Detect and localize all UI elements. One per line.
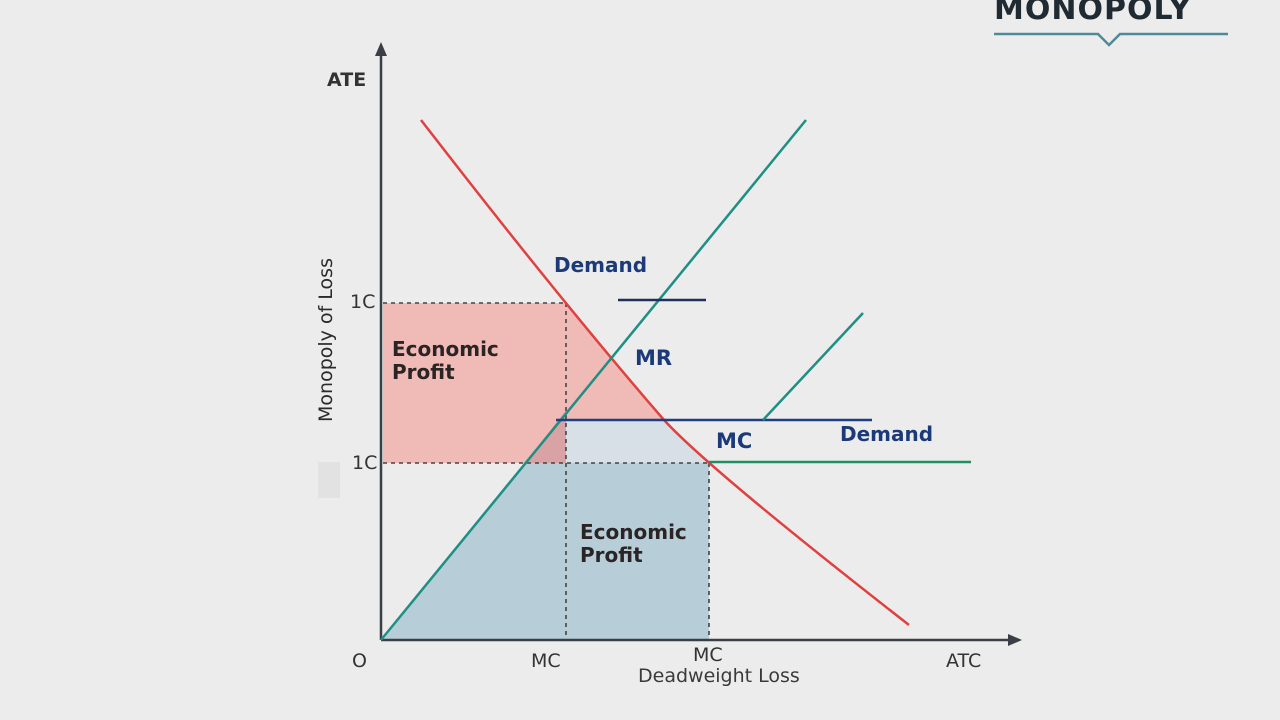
economic-profit-region-top: [383, 303, 664, 463]
x-right-label: ATC: [946, 650, 982, 672]
mc-short-segment: [762, 312, 864, 421]
demand-label-right: Demand: [840, 422, 934, 446]
legend-placeholder-box: [318, 462, 340, 498]
x-axis-title: Deadweight Loss: [638, 665, 800, 687]
x-tick-left: MC: [531, 650, 561, 672]
y-top-label: ATE: [327, 69, 367, 91]
x-tick-right: MC: [693, 644, 723, 666]
x-axis: [381, 634, 1022, 646]
title-underline: [994, 32, 1228, 47]
y-axis-title: Monopoly of Loss: [315, 258, 337, 422]
price-band-region: [566, 420, 709, 463]
economic-profit-label-bottom: Economic Profit: [580, 521, 687, 567]
economic-profit-label-bottom-line2: Profit: [580, 543, 643, 567]
demand-label-top: Demand: [554, 253, 648, 277]
economic-profit-label-bottom-line1: Economic: [580, 520, 687, 544]
dotted-guides: [383, 302, 710, 640]
economic-profit-region-bottom: [383, 463, 709, 640]
economic-profit-label-top-line2: Profit: [392, 360, 455, 384]
mr-label: MR: [635, 346, 673, 370]
mc-curve: [380, 119, 807, 641]
chart-title: MONOPOLY: [994, 0, 1192, 27]
y-tick-upper: 1C: [350, 291, 376, 313]
chart-title-block: MONOPOLY: [994, 0, 1230, 48]
y-axis: [375, 42, 387, 640]
economic-profit-label-top: Economic Profit: [392, 338, 499, 384]
origin-label: O: [352, 650, 367, 672]
economic-profit-label-top-line1: Economic: [392, 337, 499, 361]
y-tick-lower: 1C: [352, 452, 378, 474]
mc-label: MC: [716, 429, 753, 453]
